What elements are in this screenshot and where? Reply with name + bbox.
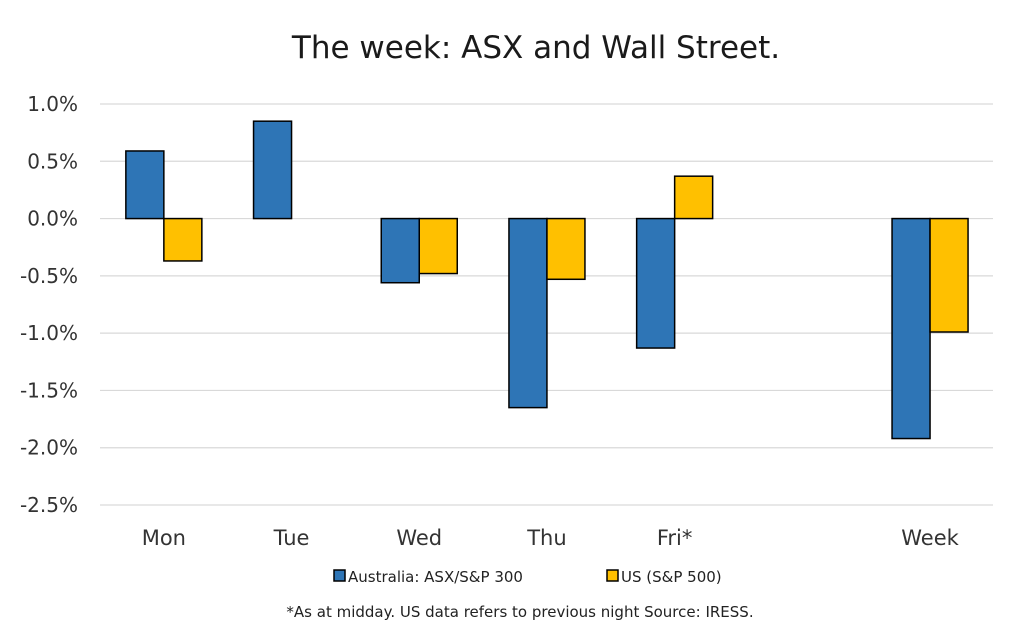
x-category-label: Week [901,526,959,550]
legend-swatch-australia [333,569,346,582]
x-category-label: Thu [526,526,566,550]
y-tick-label: -0.5% [20,264,78,288]
chart-title: The week: ASX and Wall Street. [291,30,780,66]
legend-swatch-us [606,569,619,582]
y-tick-label: 0.0% [27,207,78,231]
bar-us-thu [546,217,586,281]
x-category-label: Fri* [657,526,693,550]
y-tick-label: 1.0% [27,92,78,116]
y-tick-label: -1.0% [20,321,78,345]
y-tick-label: -2.5% [20,493,78,517]
bar-australia-tue [252,120,293,220]
bar-australia-week [891,217,931,440]
y-tick-label: 0.5% [27,149,78,173]
bar-us-week [929,217,969,333]
legend-label-australia: Australia: ASX/S&P 300 [348,568,523,586]
y-tick-label: -1.5% [20,378,78,402]
x-axis-labels: Mon Tue Wed Thu Fri* Week [142,526,960,550]
bar-us-wed [418,217,458,275]
bar-australia-fri [635,217,676,349]
bars [125,120,969,440]
legend-label-us: US (S&P 500) [621,568,722,586]
bar-us-mon [163,217,203,262]
y-tick-label: -2.0% [20,436,78,460]
bar-australia-mon [125,150,165,220]
bar-australia-thu [508,217,548,409]
legend: Australia: ASX/S&P 300 US (S&P 500) [333,568,722,586]
x-category-label: Mon [142,526,186,550]
bar-us-fri [673,175,714,220]
x-category-label: Tue [273,526,310,550]
x-category-label: Wed [396,526,442,550]
y-axis-ticks: 1.0% 0.5% 0.0% -0.5% -1.0% -1.5% -2.0% -2.5% [20,92,78,517]
chart-footnote: *As at midday. US data refers to previou… [286,603,753,621]
bar-australia-wed [380,217,420,284]
